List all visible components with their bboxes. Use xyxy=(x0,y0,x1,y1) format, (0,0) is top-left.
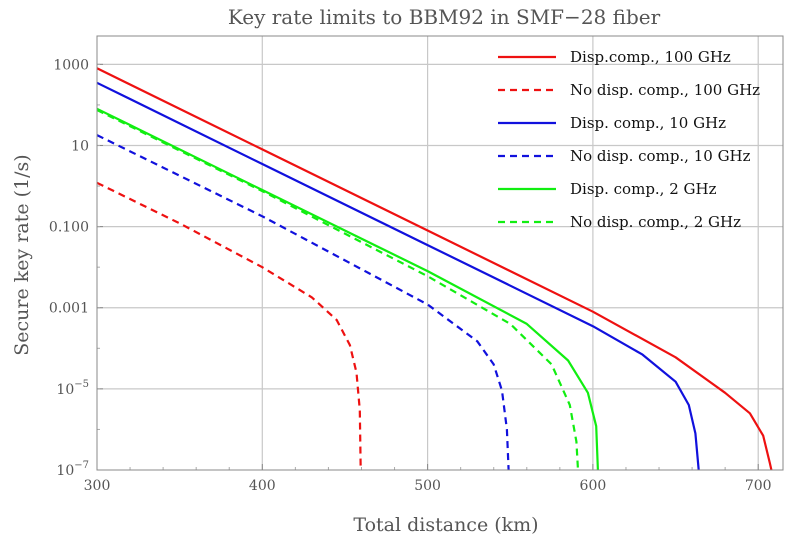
x-tick-label: 500 xyxy=(414,478,441,494)
y-tick-label: 10−5 xyxy=(56,379,89,398)
series-line-disp-comp-2-ghz xyxy=(96,107,599,471)
series-line-no-disp-comp-2-ghz xyxy=(96,109,580,471)
y-tick-label: 10 xyxy=(71,138,89,154)
legend-label: Disp. comp., 10 GHz xyxy=(570,114,726,132)
x-axis-label: Total distance (km) xyxy=(353,514,538,536)
legend-label: No disp. comp., 10 GHz xyxy=(570,147,751,165)
plot-frame xyxy=(96,35,784,471)
series-line-no-disp-comp-10-ghz xyxy=(96,134,510,471)
legend-label: Disp. comp., 2 GHz xyxy=(570,180,717,198)
y-tick-label: 0.100 xyxy=(49,220,89,236)
x-tick-label: 600 xyxy=(580,478,607,494)
y-axis-label: Secure key rate (1/s) xyxy=(11,154,33,355)
x-tick-label: 700 xyxy=(745,478,772,494)
chart-title: Key rate limits to BBM92 in SMF−28 fiber xyxy=(228,5,661,29)
y-tick-label: 0.001 xyxy=(49,301,89,317)
series-line-disp-comp-10-ghz xyxy=(96,81,700,471)
series-line-no-disp-comp-100-ghz xyxy=(96,181,362,471)
legend-label: No disp. comp., 2 GHz xyxy=(570,213,741,231)
x-tick-label: 400 xyxy=(249,478,276,494)
legend-label: No disp. comp., 100 GHz xyxy=(570,81,760,99)
grid-lines xyxy=(97,36,783,470)
series-layer xyxy=(96,67,773,471)
legend: Disp.comp., 100 GHz No disp. comp., 100 G… xyxy=(498,48,760,231)
axes: 300 400 500 600 700 1000 10 0.100 0.001 10−5 10−7 xyxy=(49,35,784,494)
y-tick-label: 10−7 xyxy=(56,460,89,479)
x-tick-label: 300 xyxy=(84,478,111,494)
series-line-disp-comp-100-ghz xyxy=(96,67,773,471)
y-tick-label: 1000 xyxy=(53,57,89,73)
legend-label: Disp.comp., 100 GHz xyxy=(570,48,731,66)
